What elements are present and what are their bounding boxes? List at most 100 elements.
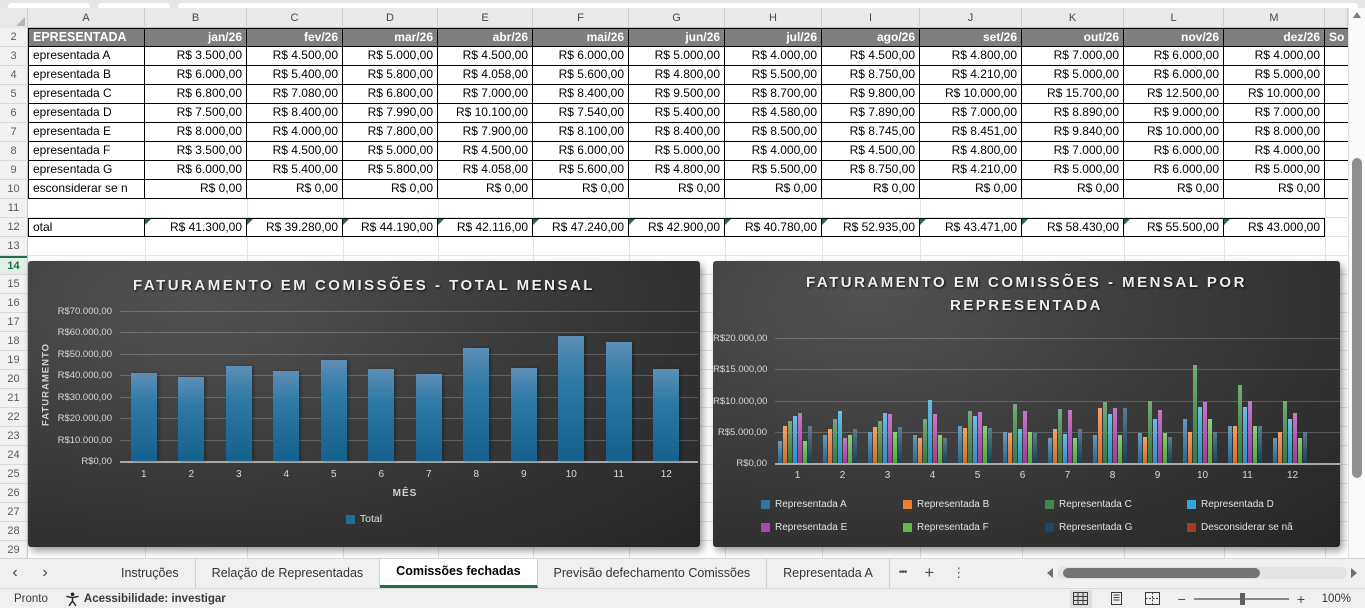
table-cell[interactable]: ago/26 xyxy=(822,28,920,47)
page-layout-view-icon[interactable] xyxy=(1106,590,1128,608)
table-cell[interactable]: R$ 5.000,00 xyxy=(343,142,438,161)
zoom-slider-thumb[interactable] xyxy=(1239,592,1245,605)
table-cell[interactable]: R$ 5.800,00 xyxy=(343,66,438,85)
table-cell[interactable]: R$ 4.500,00 xyxy=(247,142,343,161)
row-number-25[interactable]: 25 xyxy=(0,465,27,484)
column-header-H[interactable]: H xyxy=(725,8,822,28)
table-cell[interactable]: R$ 52.935,00 xyxy=(822,218,920,237)
row-number-4[interactable]: 4 xyxy=(0,66,27,85)
vertical-scrollbar[interactable] xyxy=(1348,8,1365,558)
accessibility-status[interactable]: Acessibilidade: investigar xyxy=(66,592,226,606)
row-number-29[interactable]: 29 xyxy=(0,541,27,558)
table-cell[interactable]: nov/26 xyxy=(1124,28,1224,47)
table-cell[interactable]: R$ 5.800,00 xyxy=(343,161,438,180)
table-cell[interactable]: R$ 0,00 xyxy=(343,180,438,199)
table-cell[interactable]: R$ 0,00 xyxy=(920,180,1022,199)
table-cell[interactable]: R$ 10.000,00 xyxy=(1224,85,1325,104)
table-cell[interactable]: R$ 41.300,00 xyxy=(145,218,247,237)
row-number-28[interactable]: 28 xyxy=(0,522,27,541)
table-cell[interactable]: R$ 6.800,00 xyxy=(343,85,438,104)
column-header-J[interactable]: J xyxy=(920,8,1022,28)
tab-menu-button[interactable]: ⋮ xyxy=(952,565,966,580)
table-cell[interactable]: R$ 4.058,00 xyxy=(438,66,533,85)
column-header-I[interactable]: I xyxy=(822,8,920,28)
column-header-L[interactable]: L xyxy=(1124,8,1224,28)
table-cell[interactable]: R$ 8.400,00 xyxy=(247,104,343,123)
table-cell[interactable]: R$ 10.100,00 xyxy=(438,104,533,123)
row-number-18[interactable]: 18 xyxy=(0,332,27,351)
row-number-22[interactable]: 22 xyxy=(0,408,27,427)
table-cell[interactable]: R$ 0,00 xyxy=(145,180,247,199)
table-cell[interactable]: R$ 8.750,00 xyxy=(822,161,920,180)
table-cell[interactable]: R$ 5.000,00 xyxy=(1022,66,1124,85)
table-cell[interactable]: R$ 15.700,00 xyxy=(1022,85,1124,104)
table-cell[interactable]: R$ 4.800,00 xyxy=(920,142,1022,161)
table-cell-partial[interactable] xyxy=(1325,47,1348,66)
formula-input-edge[interactable] xyxy=(178,3,1358,11)
table-cell[interactable]: R$ 3.500,00 xyxy=(145,142,247,161)
table-cell[interactable]: R$ 7.900,00 xyxy=(438,123,533,142)
table-cell[interactable]: R$ 5.000,00 xyxy=(343,47,438,66)
row-number-6[interactable]: 6 xyxy=(0,104,27,123)
name-box-edge[interactable] xyxy=(8,3,90,11)
table-cell[interactable]: R$ 10.000,00 xyxy=(920,85,1022,104)
column-header-A[interactable]: A xyxy=(28,8,145,28)
scroll-left-icon[interactable] xyxy=(1047,568,1053,578)
row-number-8[interactable]: 8 xyxy=(0,142,27,161)
table-cell[interactable]: R$ 0,00 xyxy=(1022,180,1124,199)
column-header-G[interactable]: G xyxy=(629,8,725,28)
table-cell-partial[interactable] xyxy=(1325,66,1348,85)
row-number-19[interactable]: 19 xyxy=(0,351,27,370)
table-cell[interactable]: R$ 8.100,00 xyxy=(533,123,629,142)
row-number-13[interactable]: 13 xyxy=(0,237,27,256)
row-label-cell[interactable]: epresentada A xyxy=(28,47,145,66)
row-number-15[interactable]: 15 xyxy=(0,275,27,294)
table-cell[interactable]: R$ 42.116,00 xyxy=(438,218,533,237)
sheet-tab-representada-a[interactable]: Representada A xyxy=(767,559,890,588)
table-cell[interactable]: R$ 6.000,00 xyxy=(533,142,629,161)
row-label-cell[interactable]: esconsiderar se n xyxy=(28,180,145,199)
scroll-up-icon[interactable] xyxy=(1353,12,1361,18)
table-cell-partial[interactable] xyxy=(1325,85,1348,104)
row-label-cell[interactable]: epresentada B xyxy=(28,66,145,85)
table-cell[interactable]: R$ 7.890,00 xyxy=(822,104,920,123)
table-cell[interactable]: R$ 4.210,00 xyxy=(920,66,1022,85)
table-cell[interactable]: R$ 0,00 xyxy=(1124,180,1224,199)
column-header-E[interactable]: E xyxy=(438,8,533,28)
table-cell[interactable]: R$ 6.000,00 xyxy=(1124,142,1224,161)
table-cell[interactable]: R$ 44.190,00 xyxy=(343,218,438,237)
table-cell[interactable]: R$ 4.210,00 xyxy=(920,161,1022,180)
sheet-tab-instruções[interactable]: Instruções xyxy=(105,559,196,588)
table-cell[interactable]: R$ 43.000,00 xyxy=(1224,218,1325,237)
table-cell[interactable]: R$ 8.890,00 xyxy=(1022,104,1124,123)
row-label-cell[interactable]: epresentada G xyxy=(28,161,145,180)
formula-buttons-edge[interactable] xyxy=(98,3,170,11)
table-cell[interactable]: R$ 5.000,00 xyxy=(1224,161,1325,180)
table-cell[interactable]: R$ 0,00 xyxy=(725,180,822,199)
table-cell[interactable]: R$ 8.500,00 xyxy=(725,123,822,142)
table-cell[interactable]: dez/26 xyxy=(1224,28,1325,47)
table-cell[interactable]: R$ 7.000,00 xyxy=(1022,142,1124,161)
table-cell[interactable]: R$ 6.000,00 xyxy=(1124,66,1224,85)
table-cell[interactable]: R$ 7.000,00 xyxy=(438,85,533,104)
table-cell[interactable]: R$ 5.400,00 xyxy=(629,104,725,123)
row-label-cell[interactable]: epresentada E xyxy=(28,123,145,142)
table-cell-partial[interactable] xyxy=(1325,142,1348,161)
table-cell[interactable]: jul/26 xyxy=(725,28,822,47)
table-cell[interactable]: R$ 5.000,00 xyxy=(1022,161,1124,180)
table-cell[interactable]: R$ 8.400,00 xyxy=(533,85,629,104)
table-cell[interactable]: R$ 12.500,00 xyxy=(1124,85,1224,104)
table-cell[interactable]: R$ 9.500,00 xyxy=(629,85,725,104)
normal-view-icon[interactable] xyxy=(1069,589,1092,608)
horizontal-scrollbar-track[interactable] xyxy=(1057,567,1347,579)
row-number-17[interactable]: 17 xyxy=(0,313,27,332)
table-cell-partial[interactable] xyxy=(1325,180,1348,199)
table-cell[interactable]: R$ 7.000,00 xyxy=(920,104,1022,123)
row-number-9[interactable]: 9 xyxy=(0,161,27,180)
table-cell[interactable]: R$ 7.800,00 xyxy=(343,123,438,142)
row-label-cell[interactable]: EPRESENTADA xyxy=(28,28,145,47)
table-cell[interactable]: R$ 0,00 xyxy=(438,180,533,199)
row-label-cell[interactable]: epresentada D xyxy=(28,104,145,123)
table-cell[interactable]: R$ 8.400,00 xyxy=(629,123,725,142)
table-cell[interactable]: R$ 4.000,00 xyxy=(1224,142,1325,161)
